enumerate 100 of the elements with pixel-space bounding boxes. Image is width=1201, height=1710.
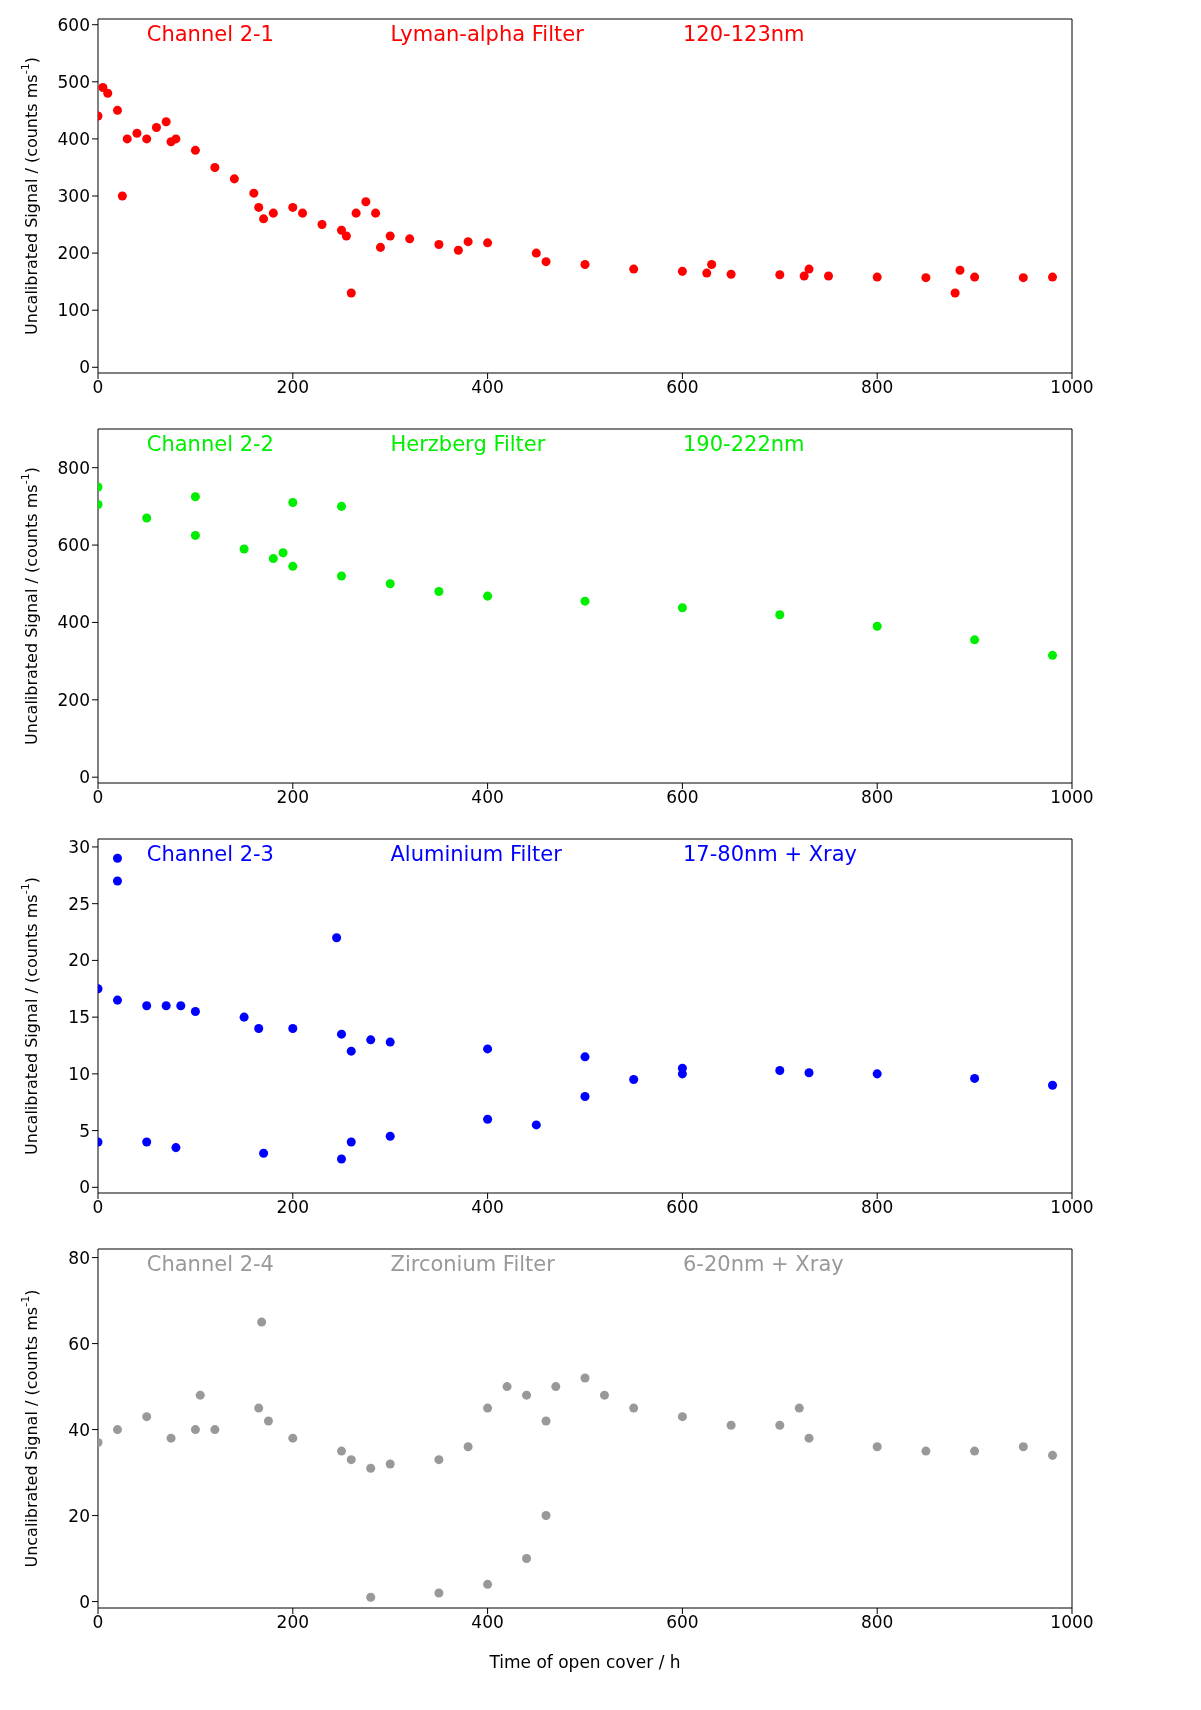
point (463, 237, 473, 247)
y-tick-label: 400 (57, 612, 90, 633)
point (677, 266, 687, 276)
point (531, 1120, 541, 1130)
point (970, 635, 980, 645)
point (161, 1001, 171, 1011)
y-tick-label: 500 (57, 71, 90, 92)
point (522, 1554, 532, 1564)
point (346, 1046, 356, 1056)
point (346, 1137, 356, 1147)
point (804, 264, 814, 274)
point (726, 1420, 736, 1430)
point (117, 191, 127, 201)
point (955, 265, 965, 275)
point (239, 544, 249, 554)
point (190, 1425, 200, 1435)
point (151, 122, 161, 132)
y-tick-label: 0 (79, 357, 90, 378)
point (872, 621, 882, 631)
annotation: 17-80nm + Xray (683, 842, 858, 866)
annotation: 6-20nm + Xray (683, 1252, 844, 1276)
point (254, 1403, 264, 1413)
y-tick-label: 100 (57, 300, 90, 321)
point (112, 853, 122, 863)
x-tick-label: 0 (92, 787, 104, 808)
annotation: Aluminium Filter (390, 842, 562, 866)
point (541, 1416, 551, 1426)
point (434, 1588, 444, 1598)
point (629, 264, 639, 274)
annotation: Herzberg Filter (390, 432, 546, 456)
point (336, 501, 347, 511)
point (336, 225, 347, 235)
point (823, 271, 834, 281)
point (385, 231, 395, 241)
point (434, 586, 444, 596)
x-tick-label: 1000 (1050, 787, 1094, 808)
y-tick-label: 600 (57, 535, 90, 556)
point (794, 1403, 804, 1413)
point (254, 1023, 264, 1033)
point (1048, 1080, 1058, 1090)
point (483, 1114, 493, 1124)
x-tick-label: 200 (276, 1612, 310, 1633)
y-tick-label: 0 (79, 1177, 90, 1198)
y-tick-label: 200 (57, 689, 90, 710)
x-tick-label: 800 (860, 1612, 894, 1633)
x-tick-label: 0 (92, 1197, 104, 1218)
point (677, 603, 687, 613)
point (336, 1446, 347, 1456)
annotation: Zirconium Filter (390, 1252, 555, 1276)
y-tick-label: 20 (68, 950, 90, 971)
point (1048, 1450, 1058, 1460)
point (775, 610, 785, 620)
annotation: Channel 2-2 (146, 432, 274, 456)
point (921, 273, 931, 283)
x-tick-label: 600 (666, 787, 699, 808)
point (268, 208, 278, 218)
point (351, 208, 361, 218)
point (385, 1459, 395, 1469)
point (483, 1579, 493, 1589)
point (171, 1143, 181, 1153)
point (629, 1075, 639, 1085)
y-tick-label: 10 (68, 1063, 90, 1084)
point (190, 1006, 200, 1016)
point (375, 242, 385, 252)
point (366, 1592, 376, 1602)
point (336, 1029, 347, 1039)
point (122, 134, 132, 144)
point (259, 214, 269, 224)
y-tick-label: 25 (68, 893, 90, 914)
point (336, 1154, 347, 1164)
x-tick-label: 400 (471, 1612, 504, 1633)
point (385, 1037, 395, 1047)
point (288, 1023, 298, 1033)
point (142, 1137, 152, 1147)
x-axis-title: Time of open cover / h (488, 1652, 681, 1672)
point (346, 1455, 356, 1465)
point (103, 88, 113, 98)
point (1018, 1442, 1028, 1452)
point (405, 234, 415, 244)
point (190, 145, 200, 155)
point (541, 257, 551, 267)
point (531, 248, 541, 258)
point (707, 260, 717, 270)
point (970, 1073, 980, 1083)
point (775, 270, 785, 280)
point (726, 269, 736, 279)
point (336, 571, 347, 581)
y-tick-label: 80 (68, 1247, 90, 1268)
y-tick-label: 600 (57, 14, 90, 35)
x-tick-label: 200 (276, 377, 310, 398)
point (259, 1148, 269, 1158)
point (176, 1001, 186, 1011)
point (254, 202, 264, 212)
point (288, 202, 298, 212)
point (483, 238, 493, 248)
point (921, 1446, 931, 1456)
point (463, 1442, 473, 1452)
point (551, 1382, 561, 1392)
point (453, 245, 463, 255)
point (112, 995, 122, 1005)
